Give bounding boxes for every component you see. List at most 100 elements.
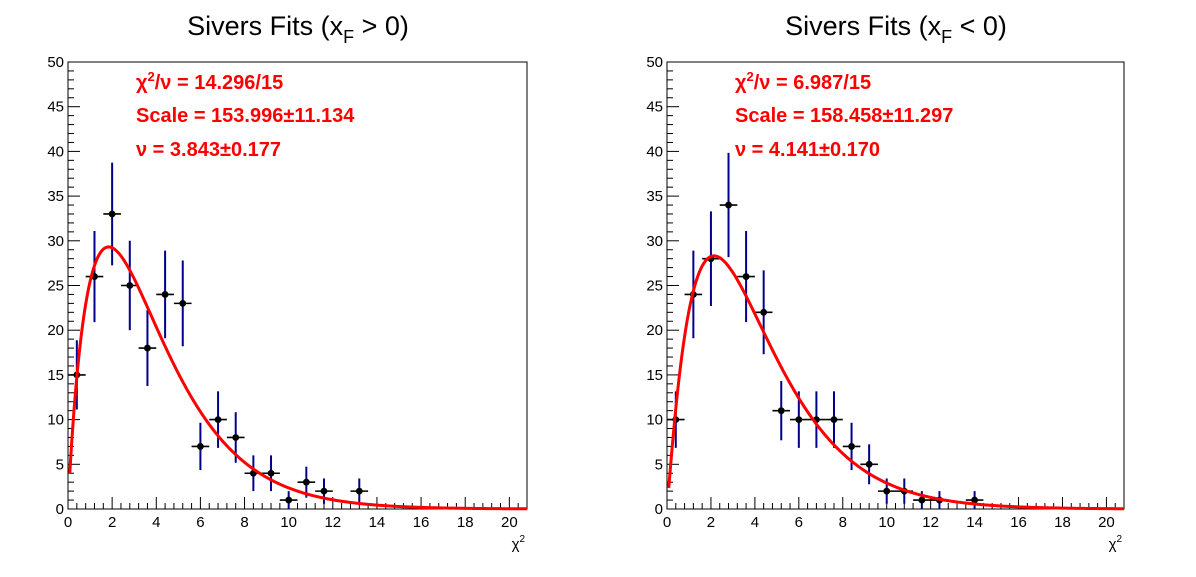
data-point bbox=[161, 291, 169, 298]
data-point bbox=[214, 416, 222, 423]
fit-stat-text: ν = 4.141±0.170 bbox=[735, 139, 880, 161]
x-tick-label: 6 bbox=[196, 514, 204, 531]
data-point bbox=[232, 434, 240, 441]
y-tick-label: 40 bbox=[646, 143, 663, 160]
y-tick-label: 50 bbox=[47, 54, 64, 71]
data-point bbox=[777, 407, 785, 415]
fit-stat-text: ν = 3.843±0.177 bbox=[136, 139, 281, 161]
title-tail: > 0) bbox=[354, 11, 409, 41]
x-tick-label: 2 bbox=[707, 514, 715, 531]
title-subscript: F bbox=[343, 27, 354, 47]
data-point bbox=[197, 443, 204, 450]
fit-stat-1: χ2/ν = 14.296/15 bbox=[136, 69, 283, 94]
data-point bbox=[865, 460, 873, 468]
y-tick-label: 25 bbox=[47, 278, 64, 295]
x-tick-label: 10 bbox=[280, 514, 297, 531]
y-tick-label: 15 bbox=[47, 367, 64, 384]
fit-stat-text: χ bbox=[735, 72, 747, 94]
y-tick-label: 10 bbox=[47, 412, 64, 429]
data-point bbox=[302, 478, 310, 486]
x-tick-label: 14 bbox=[369, 514, 386, 531]
data-point bbox=[267, 469, 275, 477]
y-tick-label: 5 bbox=[655, 456, 663, 473]
chart-title: Sivers Fits (xF > 0) bbox=[187, 11, 409, 47]
fit-stat-text: χ bbox=[136, 72, 148, 94]
x-axis-label-base: χ bbox=[512, 536, 520, 553]
data-point bbox=[320, 487, 328, 495]
y-tick-label: 30 bbox=[646, 233, 663, 250]
fit-stat-2: Scale = 158.458±11.297 bbox=[735, 105, 953, 127]
fit-stat-sup: 2 bbox=[148, 69, 155, 84]
panel-1: Sivers Fits (xF > 0)05101520253035404550… bbox=[47, 11, 528, 553]
fit-curve bbox=[68, 245, 527, 511]
y-tick-label: 25 bbox=[646, 278, 663, 295]
x-tick-label: 4 bbox=[751, 514, 759, 531]
y-tick-label: 45 bbox=[646, 99, 663, 116]
x-tick-label: 2 bbox=[108, 514, 116, 531]
data-point bbox=[285, 496, 293, 504]
data-point bbox=[742, 273, 750, 280]
x-tick-label: 8 bbox=[240, 514, 248, 531]
y-tick-label: 45 bbox=[47, 99, 64, 116]
fit-stat-rest: /ν = 6.987/15 bbox=[754, 72, 871, 94]
x-tick-label: 20 bbox=[1098, 514, 1115, 531]
data-point bbox=[144, 344, 151, 352]
data-series bbox=[667, 152, 984, 509]
data-point bbox=[179, 299, 187, 307]
x-tick-label: 0 bbox=[663, 514, 671, 531]
data-series bbox=[68, 162, 369, 509]
x-tick-label: 12 bbox=[324, 514, 341, 531]
y-tick-label: 0 bbox=[655, 501, 663, 518]
x-tick-label: 4 bbox=[152, 514, 160, 531]
x-tick-label: 8 bbox=[839, 514, 847, 531]
title-main: Sivers Fits (x bbox=[187, 11, 344, 41]
x-tick-label: 16 bbox=[1010, 514, 1027, 531]
panel-2: Sivers Fits (xF < 0)05101520253035404550… bbox=[646, 11, 1125, 553]
x-tick-label: 18 bbox=[457, 514, 474, 531]
x-axis-label: χ2 bbox=[1109, 534, 1123, 553]
data-point bbox=[725, 201, 732, 209]
fit-stat-1: χ2/ν = 6.987/15 bbox=[735, 69, 871, 94]
plot-frame bbox=[666, 61, 1125, 510]
y-tick-label: 30 bbox=[47, 233, 64, 250]
data-point bbox=[883, 487, 891, 495]
x-tick-label: 0 bbox=[64, 514, 72, 531]
fit-stat-sup: 2 bbox=[747, 69, 754, 84]
y-tick-label: 10 bbox=[646, 412, 663, 429]
title-main: Sivers Fits (x bbox=[785, 11, 942, 41]
title-subscript: F bbox=[941, 27, 952, 47]
fit-curve bbox=[667, 254, 1124, 511]
y-tick-label: 15 bbox=[646, 367, 663, 384]
data-point bbox=[760, 308, 768, 316]
x-tick-label: 14 bbox=[966, 514, 983, 531]
x-axis-label-sup: 2 bbox=[1116, 534, 1122, 545]
x-axis-label: χ2 bbox=[512, 534, 526, 553]
fit-stat-text: Scale = 153.996±11.134 bbox=[136, 105, 355, 127]
chart-title: Sivers Fits (xF < 0) bbox=[785, 11, 1007, 47]
y-tick-label: 20 bbox=[646, 322, 663, 339]
y-tick-label: 20 bbox=[47, 322, 64, 339]
y-tick-label: 35 bbox=[47, 188, 64, 205]
y-tick-label: 5 bbox=[56, 456, 64, 473]
fit-stat-3: ν = 4.141±0.170 bbox=[735, 139, 880, 161]
x-tick-label: 16 bbox=[413, 514, 430, 531]
data-point bbox=[795, 416, 803, 423]
data-point bbox=[918, 496, 926, 504]
fit-stat-2: Scale = 153.996±11.134 bbox=[136, 105, 355, 127]
x-tick-label: 6 bbox=[795, 514, 803, 531]
fit-stat-text: Scale = 158.458±11.297 bbox=[735, 105, 953, 127]
title-tail: < 0) bbox=[952, 11, 1007, 41]
y-tick-label: 35 bbox=[646, 188, 663, 205]
data-point bbox=[971, 496, 978, 504]
data-point bbox=[126, 282, 134, 289]
x-axis-label-sup: 2 bbox=[519, 534, 525, 545]
data-point bbox=[830, 416, 838, 423]
data-point bbox=[108, 210, 116, 218]
y-tick-label: 50 bbox=[646, 54, 663, 71]
data-point bbox=[848, 443, 855, 450]
fit-stat-rest: /ν = 14.296/15 bbox=[155, 72, 283, 94]
data-point bbox=[355, 487, 363, 495]
x-tick-label: 18 bbox=[1054, 514, 1071, 531]
